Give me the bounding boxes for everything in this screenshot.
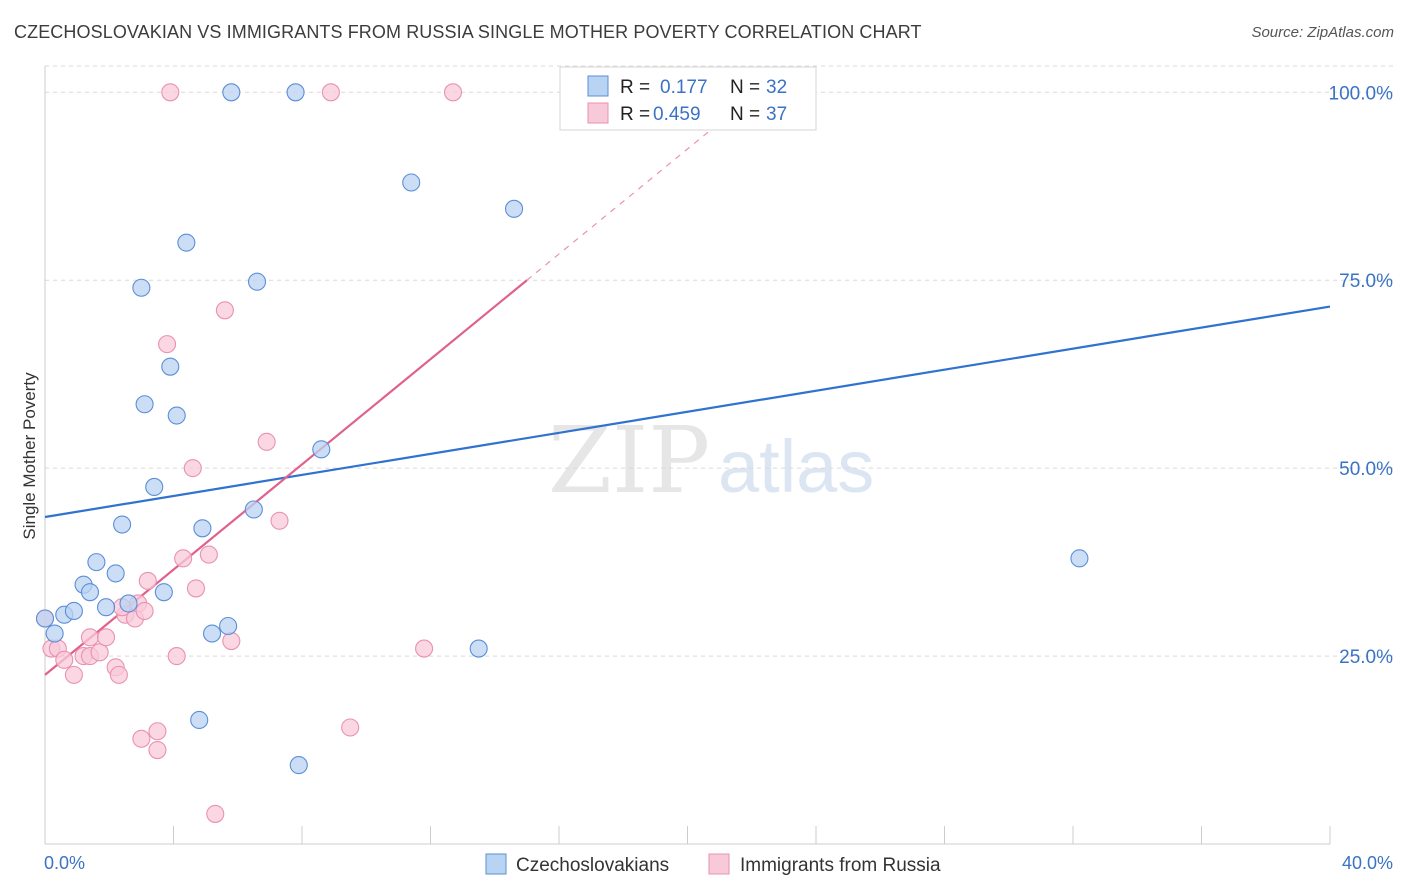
- trend-line-czechoslovakians: [44, 305, 1331, 519]
- point-russia-3: [55, 650, 74, 669]
- y-tick-labels: 25.0% 50.0% 75.0% 100.0%: [1329, 83, 1394, 668]
- point-czechoslovakians-19: [193, 519, 212, 538]
- y-axis-title: Single Mother Poverty: [20, 372, 39, 540]
- series-legend-label-czechoslovakians: Czechoslovakians: [516, 855, 669, 876]
- point-russia-29: [222, 631, 241, 651]
- point-czechoslovakians-28: [402, 173, 421, 192]
- point-russia-20: [158, 335, 177, 354]
- point-russia-33: [341, 718, 360, 737]
- point-czechoslovakians-7: [96, 598, 116, 617]
- point-czechoslovakians-12: [135, 395, 154, 414]
- legend-n-value-blue: 32: [766, 77, 787, 98]
- point-czechoslovakians-8: [106, 564, 125, 583]
- legend-r-label-pink: R =: [620, 104, 650, 125]
- legend-r-value-pink: 0.459: [653, 104, 701, 125]
- y-tick-label-2: 75.0%: [1339, 271, 1393, 292]
- point-czechoslovakians-24: [247, 272, 267, 291]
- point-russia-26: [199, 545, 218, 564]
- point-czechoslovakians-6: [87, 553, 106, 572]
- point-russia-9: [96, 628, 116, 647]
- y-tick-label-3: 100.0%: [1329, 83, 1394, 104]
- point-russia-24: [183, 459, 202, 478]
- point-czechoslovakians-13: [145, 477, 164, 496]
- point-czechoslovakians-9: [119, 594, 138, 613]
- point-czechoslovakians-11: [132, 278, 151, 297]
- y-tick-label-0: 25.0%: [1339, 647, 1393, 668]
- x-tick-label-max: 40.0%: [1342, 853, 1393, 873]
- point-russia-4: [64, 665, 83, 684]
- legend-swatch-pink: [587, 102, 609, 124]
- watermark-atlas: atlas: [718, 425, 874, 508]
- point-czechoslovakians-0: [35, 609, 55, 628]
- point-czechoslovakians-16: [167, 406, 186, 425]
- chart-source: Source: ZipAtlas.com: [1251, 24, 1394, 41]
- point-russia-25: [186, 579, 206, 598]
- point-czechoslovakians-31: [1070, 549, 1089, 568]
- point-russia-19: [148, 740, 167, 760]
- point-czechoslovakians-23: [244, 500, 263, 519]
- point-russia-16: [135, 601, 154, 621]
- point-russia-32: [321, 83, 340, 102]
- point-russia-23: [174, 549, 193, 568]
- point-russia-17: [138, 571, 157, 590]
- point-russia-31: [270, 511, 289, 530]
- legend-swatch-blue: [587, 75, 609, 97]
- legend-n-label-blue: N =: [730, 77, 760, 98]
- point-russia-15: [132, 729, 151, 748]
- y-tick-label-1: 50.0%: [1339, 459, 1393, 480]
- point-russia-8: [90, 643, 109, 662]
- trend-lines: [44, 109, 1331, 676]
- point-russia-28: [215, 301, 234, 320]
- watermark: ZIP atlas: [548, 407, 874, 514]
- point-czechoslovakians-1: [45, 624, 64, 643]
- stats-legend: R = 0.177 N = 32 R = 0.459 N = 37: [559, 66, 817, 131]
- point-czechoslovakians-21: [219, 616, 238, 636]
- point-czechoslovakians-20: [203, 624, 222, 643]
- point-czechoslovakians-30: [504, 199, 524, 218]
- watermark-zip: ZIP: [548, 407, 710, 514]
- point-czechoslovakians-17: [177, 233, 196, 252]
- trend-line-russia-extrapolated: [526, 109, 737, 281]
- legend-n-label-pink: N =: [730, 104, 760, 125]
- point-czechoslovakians-25: [286, 83, 305, 102]
- point-czechoslovakians-10: [113, 515, 132, 534]
- series-legend-label-russia: Immigrants from Russia: [740, 855, 941, 876]
- gridlines: [45, 65, 1393, 657]
- series-legend-swatch-czechoslovakians: [485, 853, 507, 875]
- point-russia-18: [148, 722, 167, 741]
- point-czechoslovakians-18: [190, 710, 209, 730]
- point-czechoslovakians-5: [80, 583, 100, 602]
- x-tick-label-min: 0.0%: [44, 853, 85, 873]
- chart-title: CZECHOSLOVAKIAN VS IMMIGRANTS FROM RUSSI…: [14, 22, 922, 42]
- legend-r-value-blue: 0.177: [660, 77, 708, 98]
- legend-n-value-pink: 37: [766, 104, 787, 125]
- point-czechoslovakians-14: [154, 583, 173, 602]
- point-czechoslovakians-29: [469, 639, 488, 658]
- point-russia-27: [206, 804, 225, 823]
- series-legend: Czechoslovakians Immigrants from Russia: [485, 853, 941, 876]
- point-russia-11: [109, 665, 128, 684]
- point-russia-6: [80, 628, 100, 647]
- point-russia-22: [167, 647, 186, 666]
- data-points: [35, 83, 1089, 823]
- point-russia-34: [415, 639, 434, 658]
- point-russia-30: [257, 432, 276, 451]
- point-russia-21: [161, 83, 180, 102]
- series-legend-swatch-russia: [708, 853, 730, 875]
- point-russia-35: [443, 83, 463, 102]
- x-ticks: [44, 826, 1331, 844]
- point-czechoslovakians-15: [161, 357, 180, 376]
- point-czechoslovakians-3: [64, 601, 83, 621]
- point-czechoslovakians-26: [289, 756, 308, 775]
- legend-r-label-blue: R =: [620, 77, 650, 98]
- point-czechoslovakians-22: [222, 83, 241, 102]
- point-czechoslovakians-27: [312, 440, 331, 459]
